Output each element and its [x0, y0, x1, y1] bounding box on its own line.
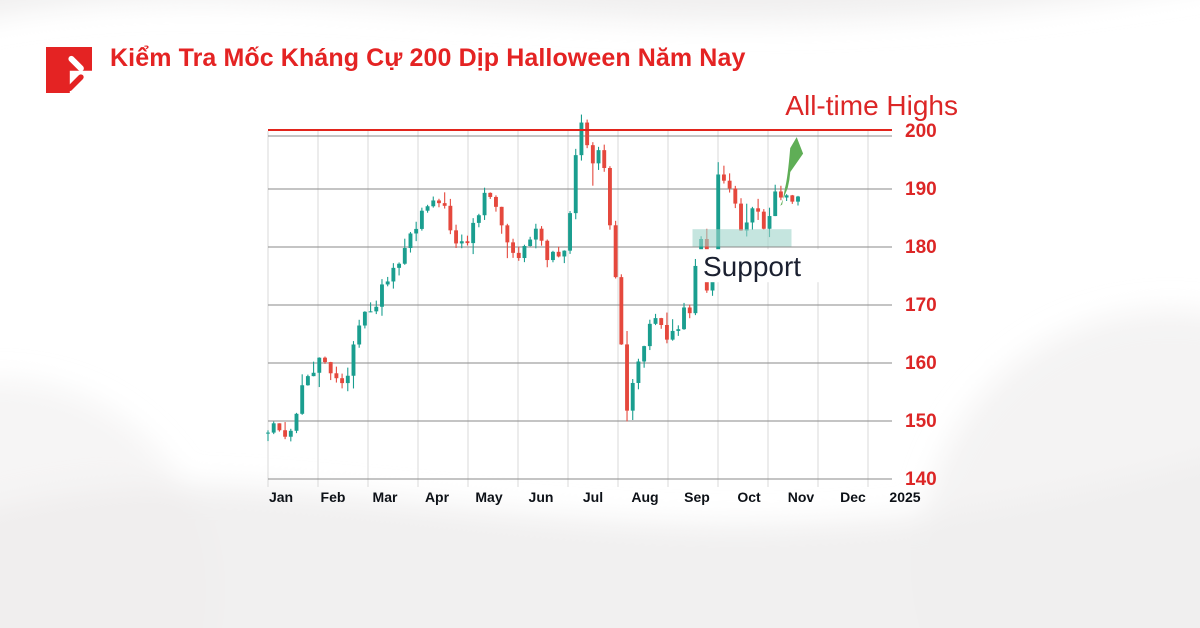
svg-text:Mar: Mar: [373, 489, 398, 505]
svg-text:200: 200: [905, 121, 937, 142]
svg-text:May: May: [475, 489, 502, 505]
svg-text:2025: 2025: [889, 489, 920, 505]
svg-text:Nov: Nov: [788, 489, 815, 505]
svg-text:140: 140: [905, 469, 937, 490]
svg-text:Aug: Aug: [631, 489, 658, 505]
svg-text:Apr: Apr: [425, 489, 450, 505]
svg-text:Jan: Jan: [269, 489, 293, 505]
svg-text:Sep: Sep: [684, 489, 710, 505]
svg-text:Dec: Dec: [840, 489, 866, 505]
svg-text:150: 150: [905, 411, 937, 432]
svg-text:Feb: Feb: [321, 489, 346, 505]
svg-text:170: 170: [905, 295, 937, 316]
svg-text:Oct: Oct: [737, 489, 761, 505]
svg-text:160: 160: [905, 353, 937, 374]
svg-text:Jun: Jun: [529, 489, 554, 505]
svg-text:180: 180: [905, 237, 937, 258]
svg-text:190: 190: [905, 179, 937, 200]
svg-text:All-time Highs: All-time Highs: [785, 90, 958, 121]
svg-text:Jul: Jul: [583, 489, 603, 505]
svg-text:Support: Support: [703, 251, 801, 282]
